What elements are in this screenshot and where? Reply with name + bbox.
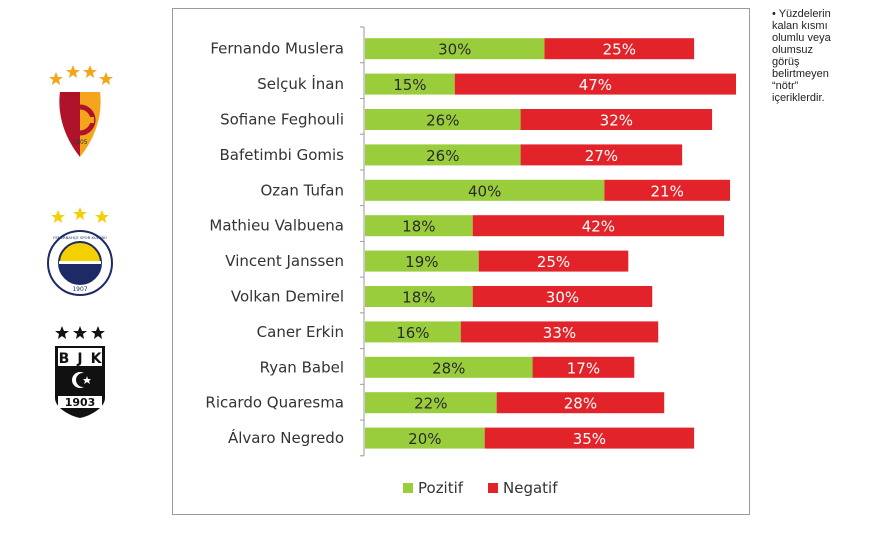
pozitif-bar bbox=[365, 73, 455, 95]
pozitif-bar bbox=[365, 356, 533, 378]
data-label: 18% bbox=[402, 289, 435, 307]
galatasaray-logo: 1905 bbox=[40, 62, 120, 162]
data-label: 26% bbox=[426, 112, 459, 130]
footnote-line: • Yüzdelerin bbox=[772, 8, 831, 20]
data-label: 28% bbox=[432, 359, 465, 377]
category-label: Bafetimbi Gomis bbox=[219, 146, 344, 164]
legend-swatch bbox=[488, 483, 498, 493]
negatif-bar bbox=[520, 109, 713, 130]
fenerbahce-logo: FENERBAHÇE SPOR KULÜBÜ 1907 bbox=[44, 205, 116, 301]
pozitif-bar bbox=[365, 286, 473, 307]
pozitif-bar bbox=[365, 250, 479, 272]
negatif-bar bbox=[478, 250, 629, 272]
stacked-bar-chart: Fernando Muslera 30% 25% Selçuk İnan 15% 47% S… bbox=[205, 26, 737, 497]
fenerbahce-ring-text: FENERBAHÇE SPOR KULÜBÜ bbox=[53, 235, 107, 240]
besiktas-year: 1903 bbox=[65, 396, 96, 409]
footnote-line: kalan kısmı bbox=[772, 20, 828, 32]
category-label: Ricardo Quaresma bbox=[205, 394, 344, 412]
footnote-line: olumlu veya bbox=[772, 32, 831, 44]
data-label: 26% bbox=[426, 147, 459, 165]
pozitif-bar bbox=[365, 144, 521, 166]
footnote-line: görüş bbox=[772, 56, 800, 68]
data-label: 35% bbox=[573, 430, 606, 448]
category-label: Ozan Tufan bbox=[260, 181, 344, 199]
negatif-bar bbox=[484, 427, 695, 449]
data-label: 25% bbox=[603, 41, 636, 59]
svg-text:J: J bbox=[76, 351, 82, 367]
pozitif-bar bbox=[365, 321, 461, 343]
pozitif-bar bbox=[365, 109, 521, 130]
data-label: 30% bbox=[546, 289, 579, 307]
data-label: 20% bbox=[408, 430, 441, 448]
fenerbahce-year: 1907 bbox=[72, 286, 87, 293]
category-label: Ryan Babel bbox=[260, 358, 344, 376]
svg-text:K: K bbox=[91, 351, 103, 367]
pozitif-bar bbox=[365, 427, 485, 449]
data-label: 28% bbox=[564, 395, 597, 413]
negatif-bar bbox=[604, 179, 731, 201]
legend-label: Pozitif bbox=[418, 479, 464, 497]
data-label: 42% bbox=[582, 218, 615, 236]
negatif-bar bbox=[454, 73, 737, 95]
data-label: 30% bbox=[438, 41, 471, 59]
negatif-bar bbox=[472, 215, 725, 237]
chart-frame: Fernando Muslera 30% 25% Selçuk İnan 15% 47% S… bbox=[172, 8, 750, 515]
data-label: 16% bbox=[396, 324, 429, 342]
category-label: Volkan Demirel bbox=[231, 288, 344, 306]
category-label: Sofiane Feghouli bbox=[220, 111, 344, 129]
negatif-bar bbox=[532, 356, 635, 378]
pozitif-bar bbox=[365, 179, 605, 201]
data-label: 18% bbox=[402, 218, 435, 236]
negatif-bar bbox=[520, 144, 683, 166]
category-label: Fernando Muslera bbox=[210, 40, 344, 58]
data-label: 25% bbox=[537, 253, 570, 271]
footnote-line: belirtmeyen bbox=[772, 68, 829, 80]
category-label: Selçuk İnan bbox=[257, 74, 344, 93]
category-label: Vincent Janssen bbox=[225, 252, 344, 270]
data-label: 27% bbox=[585, 147, 618, 165]
data-label: 32% bbox=[600, 112, 633, 130]
data-label: 22% bbox=[414, 395, 447, 413]
pozitif-bar bbox=[365, 392, 497, 414]
star-icon bbox=[49, 65, 113, 85]
pozitif-bar bbox=[365, 38, 545, 60]
footnote-line: içeriklerdir. bbox=[772, 92, 825, 104]
data-label: 15% bbox=[393, 76, 426, 94]
svg-text:B: B bbox=[59, 351, 70, 367]
besiktas-letters: B J K bbox=[59, 351, 103, 367]
footnote: • Yüzdelerin kalan kısmı olumlu veya olumsu… bbox=[772, 8, 872, 104]
category-label: Caner Erkin bbox=[257, 323, 344, 341]
data-label: 19% bbox=[405, 253, 438, 271]
pozitif-bar bbox=[365, 215, 473, 237]
besiktas-logo: B J K 1903 bbox=[50, 320, 110, 420]
footnote-line: olumsuz bbox=[772, 44, 813, 56]
data-label: 40% bbox=[468, 182, 501, 200]
data-label: 21% bbox=[651, 182, 684, 200]
footnote-line: “nötr” bbox=[772, 80, 799, 92]
negatif-bar bbox=[472, 286, 653, 307]
legend-swatch bbox=[403, 483, 413, 493]
data-label: 17% bbox=[567, 359, 600, 377]
negatif-bar bbox=[496, 392, 665, 414]
data-label: 33% bbox=[543, 324, 576, 342]
negatif-bar bbox=[460, 321, 659, 343]
data-label: 47% bbox=[579, 76, 612, 94]
category-label: Álvaro Negredo bbox=[228, 428, 344, 447]
category-label: Mathieu Valbuena bbox=[209, 217, 344, 235]
galatasaray-year: 1905 bbox=[72, 139, 87, 146]
negatif-bar bbox=[544, 38, 695, 60]
legend-label: Negatif bbox=[503, 479, 558, 497]
